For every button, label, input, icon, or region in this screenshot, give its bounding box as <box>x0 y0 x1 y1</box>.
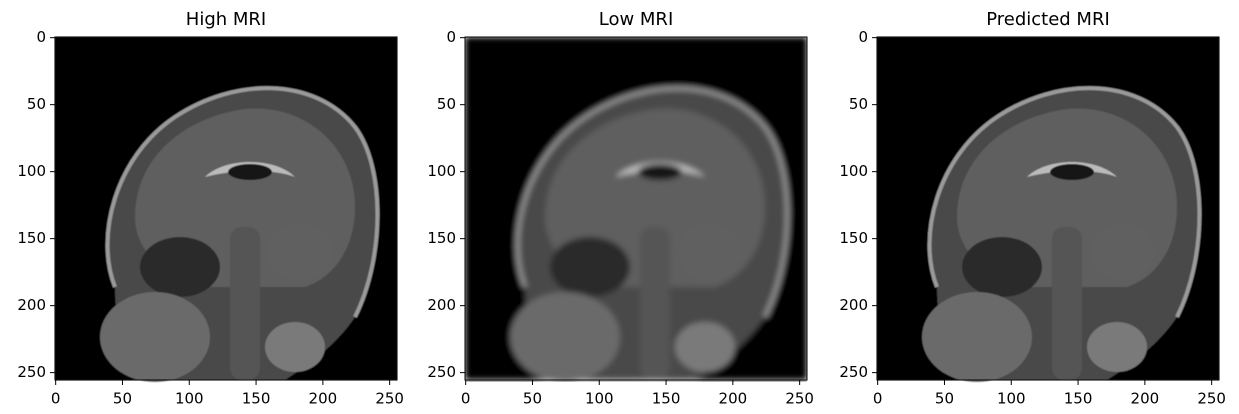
y-tick-label: 50 <box>849 95 868 113</box>
x-tick-label: 0 <box>873 390 883 408</box>
chart-title: Predicted MRI <box>986 9 1110 30</box>
y-tick-label: 0 <box>446 28 456 46</box>
x-tick-label: 150 <box>242 390 271 408</box>
y-tick-label: 150 <box>427 229 456 247</box>
y-tick-label: 100 <box>839 162 868 180</box>
image-panel <box>465 37 807 382</box>
y-tick-label: 250 <box>427 363 456 381</box>
y-tick-label: 200 <box>839 296 868 314</box>
y-tick-label: 100 <box>427 162 456 180</box>
x-tick-label: 0 <box>51 390 61 408</box>
y-tick-label: 250 <box>839 363 868 381</box>
y-tick-label: 100 <box>17 162 46 180</box>
x-tick-label: 0 <box>461 390 471 408</box>
x-tick-label: 200 <box>1131 390 1160 408</box>
image-panel <box>877 37 1219 382</box>
x-tick-label: 200 <box>719 390 748 408</box>
x-tick-label: 150 <box>652 390 681 408</box>
y-tick-label: 50 <box>27 95 46 113</box>
x-tick-label: 100 <box>175 390 204 408</box>
y-tick-label: 0 <box>858 28 868 46</box>
chart-title: High MRI <box>186 9 266 30</box>
x-tick-label: 50 <box>935 390 954 408</box>
chart-title: Low MRI <box>599 9 674 30</box>
image-panel <box>55 37 397 382</box>
x-tick-label: 100 <box>997 390 1026 408</box>
figure: High MRI 0 50 100 150 200 250 0 50 100 150 200 250 Lo… <box>0 0 1239 414</box>
x-tick-label: 250 <box>375 390 404 408</box>
x-tick-label: 50 <box>113 390 132 408</box>
x-tick-label: 150 <box>1064 390 1093 408</box>
x-tick-label: 250 <box>785 390 814 408</box>
y-tick-label: 200 <box>427 296 456 314</box>
y-tick-label: 0 <box>36 28 46 46</box>
y-tick-label: 50 <box>437 95 456 113</box>
x-tick-label: 250 <box>1197 390 1226 408</box>
x-tick-label: 50 <box>523 390 542 408</box>
x-tick-label: 200 <box>309 390 338 408</box>
x-tick-label: 100 <box>585 390 614 408</box>
y-tick-label: 150 <box>17 229 46 247</box>
y-tick-label: 200 <box>17 296 46 314</box>
y-tick-label: 250 <box>17 363 46 381</box>
y-tick-label: 150 <box>839 229 868 247</box>
